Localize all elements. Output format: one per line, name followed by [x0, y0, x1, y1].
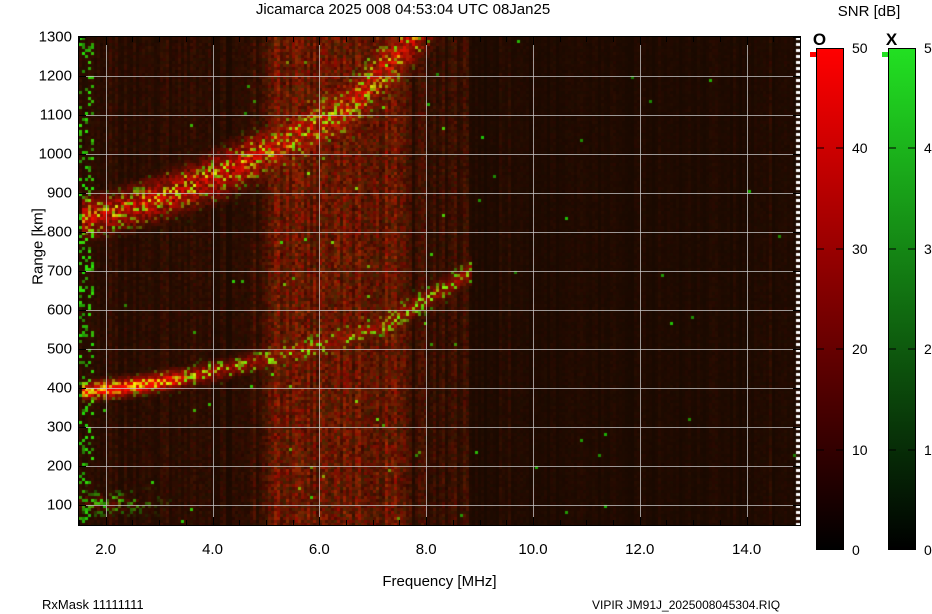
- colorbar-tick-mark: [836, 449, 844, 451]
- o-mode-colorbar-group: O 50 40 30 20 10 0: [806, 30, 868, 558]
- y-tick-1000: 1000: [38, 145, 72, 163]
- colorbar-tick-mark: [816, 147, 824, 149]
- y-tick-800: 800: [46, 223, 72, 241]
- colorbar-tick-20: 20: [852, 341, 868, 358]
- o-mode-colorbar-ticks: 50 40 30 20 10 0: [806, 30, 868, 570]
- y-tick-600: 600: [46, 301, 72, 319]
- x-tick-6.0: 6.0: [308, 541, 330, 558]
- x-tick-12.0: 12.0: [625, 541, 655, 558]
- x-mode-colorbar-ticks: 50 40 30 20 10 0: [878, 30, 932, 570]
- y-axis-title: Range [km]: [29, 208, 47, 285]
- y-tick-100: 100: [46, 496, 72, 514]
- colorbar-tick-mark: [908, 348, 916, 350]
- colorbar-tick-0: 0: [924, 542, 932, 558]
- colorbar-tick-mark: [888, 348, 896, 350]
- colorbar-tick-30: 30: [924, 240, 932, 257]
- colorbar-tick-50: 50: [924, 40, 932, 56]
- ionogram-plot[interactable]: [78, 36, 801, 526]
- x-tick-10.0: 10.0: [518, 541, 548, 558]
- x-axis-tick-labels: 2.0 4.0 6.0 8.0 10.0 12.0 14.0: [0, 541, 932, 561]
- colorbar-tick-mark: [888, 147, 896, 149]
- x-mode-colorbar-group: X 50 40 30 20 10 0: [878, 30, 932, 558]
- colorbar-tick-mark: [836, 248, 844, 250]
- x-tick-2.0: 2.0: [95, 541, 117, 558]
- colorbar-tick-mark: [888, 449, 896, 451]
- y-tick-500: 500: [46, 340, 72, 358]
- colorbar-title: SNR [dB]: [837, 3, 901, 20]
- o-mode-letter: O: [812, 30, 827, 49]
- y-tick-300: 300: [46, 418, 72, 436]
- y-tick-200: 200: [46, 457, 72, 475]
- title-text: Jicamarca 2025 008 04:53:04 UTC 08Jan25: [255, 1, 551, 18]
- colorbar-tick-mark: [816, 348, 824, 350]
- colorbar-tick-10: 10: [924, 441, 932, 458]
- x-axis-title: Frequency [MHz]: [382, 573, 497, 590]
- colorbar-tick-mark: [816, 248, 824, 250]
- x-tick-4.0: 4.0: [202, 541, 223, 558]
- y-tick-1200: 1200: [38, 67, 72, 85]
- colorbar-tick-50: 50: [852, 40, 868, 56]
- y-axis-tick-labels: 100 200 300 400 500 600 700 800 900 1000 1100 1200 1…: [0, 0, 72, 614]
- colorbar-tick-mark: [816, 449, 824, 451]
- colorbar-tick-mark: [908, 147, 916, 149]
- x-tick-14.0: 14.0: [731, 541, 762, 558]
- colorbar-tick-40: 40: [852, 140, 868, 157]
- colorbar-tick-mark: [836, 147, 844, 149]
- y-tick-1100: 1100: [39, 106, 72, 124]
- colorbar-tick-20: 20: [924, 341, 932, 358]
- colorbar-tick-0: 0: [852, 542, 860, 558]
- colorbar-tick-mark: [908, 449, 916, 451]
- colorbar-tick-mark: [836, 348, 844, 350]
- page-title: Jicamarca 2025 008 04:53:04 UTC 08Jan25: [0, 1, 806, 18]
- x-tick-8.0: 8.0: [415, 541, 437, 558]
- colorbar-tick-mark: [908, 248, 916, 250]
- y-tick-400: 400: [46, 379, 72, 397]
- colorbar-tick-30: 30: [852, 240, 868, 257]
- y-tick-1300: 1300: [38, 28, 72, 46]
- file-id-label: VIPIR JM91J_2025008045304.RIQ: [592, 598, 781, 612]
- ionogram-heatmap-canvas[interactable]: [79, 37, 800, 525]
- colorbar-tick-40: 40: [924, 140, 932, 157]
- colorbar-tick-mark: [888, 248, 896, 250]
- y-tick-900: 900: [46, 184, 72, 202]
- o-mode-colorbar[interactable]: [816, 48, 844, 550]
- y-tick-700: 700: [46, 262, 72, 280]
- x-mode-letter: X: [885, 30, 898, 49]
- colorbar-tick-10: 10: [852, 441, 868, 458]
- x-mode-colorbar[interactable]: [888, 48, 916, 550]
- rxmask-label: RxMask 11111111: [42, 597, 144, 612]
